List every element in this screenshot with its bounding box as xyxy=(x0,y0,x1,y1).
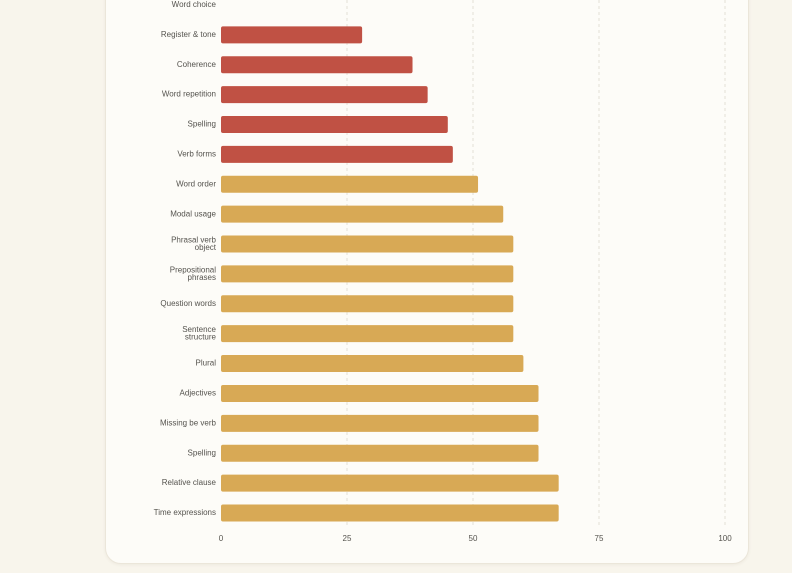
category-label: Adjectives xyxy=(180,389,216,398)
x-tick-label: 0 xyxy=(219,534,224,543)
bar xyxy=(221,86,428,104)
category-label: Relative clause xyxy=(162,478,217,487)
bar xyxy=(221,444,539,462)
category-label: Plural xyxy=(196,359,217,368)
category-label-line: Phrasal verb xyxy=(171,235,216,244)
x-tick-label: 25 xyxy=(343,534,352,543)
bar xyxy=(221,325,514,343)
category-label: Prepositional phrases xyxy=(170,265,216,282)
bar xyxy=(221,295,514,313)
bar xyxy=(221,414,539,432)
bar xyxy=(221,175,479,193)
x-tick-label: 50 xyxy=(469,534,478,543)
category-label: Spelling xyxy=(188,448,216,457)
category-label: Missing be verb xyxy=(160,418,217,427)
category-label: Coherence xyxy=(177,60,217,69)
bar xyxy=(221,145,453,163)
bar xyxy=(221,116,448,134)
category-label: Question words xyxy=(160,299,216,308)
category-label: Verb forms xyxy=(177,150,216,159)
bar xyxy=(221,56,413,74)
category-label: Spelling xyxy=(188,120,216,129)
bar xyxy=(221,384,539,402)
category-label: Phrasal verb object xyxy=(171,235,217,252)
category-label-line: Prepositional xyxy=(170,265,216,274)
category-label: Register & tone xyxy=(161,30,217,39)
bar xyxy=(221,355,524,373)
bar xyxy=(221,504,559,522)
bar xyxy=(221,205,504,223)
x-tick-label: 100 xyxy=(718,534,732,543)
bar xyxy=(221,265,514,283)
bar xyxy=(221,235,514,253)
category-label: Word repetition xyxy=(162,90,216,99)
category-label: Modal usage xyxy=(170,209,216,218)
category-label: Word order xyxy=(176,179,216,188)
bar xyxy=(221,474,559,492)
category-label-line: phrases xyxy=(188,273,216,282)
category-label-line: structure xyxy=(185,333,217,342)
category-label: Sentence structure xyxy=(182,325,216,342)
x-tick-label: 75 xyxy=(595,534,604,543)
category-label-line: object xyxy=(195,243,217,252)
category-label-line: Sentence xyxy=(182,325,216,334)
category-label: Word choice xyxy=(172,0,217,9)
category-label: Time expressions xyxy=(154,508,216,517)
bar xyxy=(221,26,363,44)
